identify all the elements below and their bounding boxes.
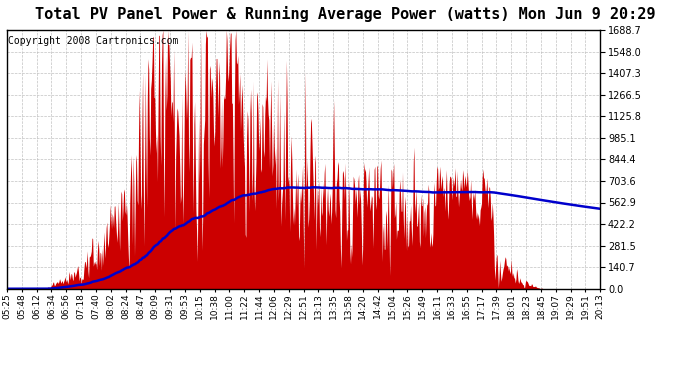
Text: Total PV Panel Power & Running Average Power (watts) Mon Jun 9 20:29: Total PV Panel Power & Running Average P…: [34, 6, 655, 22]
Text: Copyright 2008 Cartronics.com: Copyright 2008 Cartronics.com: [8, 36, 179, 46]
